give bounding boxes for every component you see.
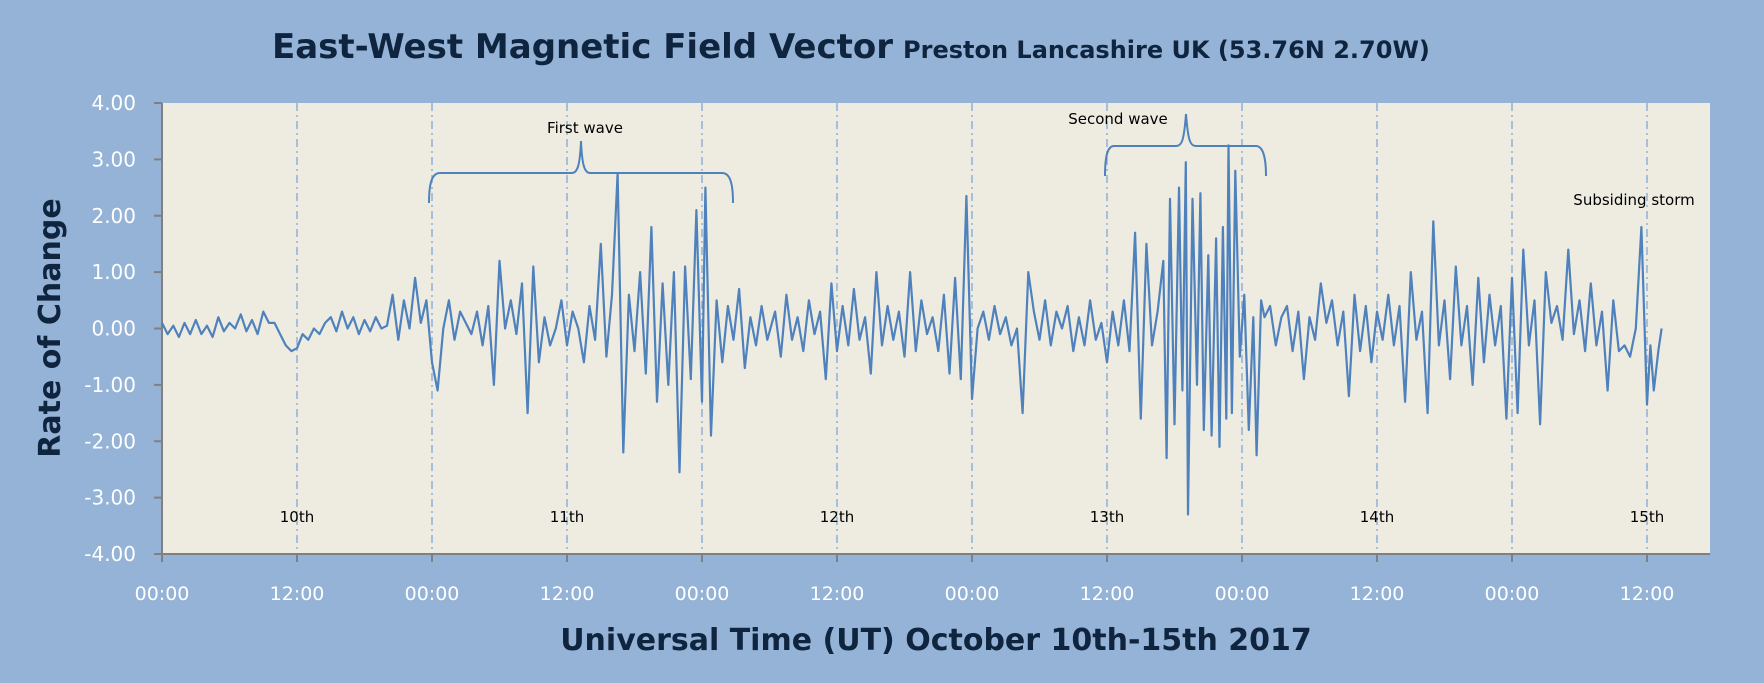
- y-tick-label: 4.00: [91, 91, 136, 115]
- y-tick-labels: 4.00 3.00 2.00 1.00 0.00 -1.00 -2.00 -3.00 -4.00: [84, 91, 136, 566]
- x-tick-label: 12:00: [540, 583, 595, 605]
- y-tick-label: 0.00: [91, 317, 136, 341]
- day-label: 13th: [1090, 508, 1124, 526]
- chart-title: East-West Magnetic Field Vector Preston L…: [272, 27, 1430, 67]
- first-wave-bracket: [428, 140, 734, 204]
- day-label: 14th: [1360, 508, 1394, 526]
- x-tick-label: 12:00: [1080, 583, 1135, 605]
- day-label: 10th: [280, 508, 314, 526]
- title-main: East-West Magnetic Field Vector: [272, 27, 893, 67]
- x-tick-label: 00:00: [1485, 583, 1540, 605]
- x-tick-label: 00:00: [405, 583, 460, 605]
- title-subtitle: Preston Lancashire UK (53.76N 2.70W): [903, 36, 1430, 64]
- x-tick-label: 12:00: [1350, 583, 1405, 605]
- annotation-second-wave: Second wave: [1068, 110, 1168, 128]
- x-tick-label: 12:00: [810, 583, 865, 605]
- day-labels: 10th 11th 12th 13th 14th 15th: [280, 508, 1664, 526]
- x-tick-label: 12:00: [270, 583, 325, 605]
- x-tick-label: 00:00: [1215, 583, 1270, 605]
- y-tick-label: -3.00: [84, 486, 136, 510]
- x-tick-label: 00:00: [675, 583, 730, 605]
- y-tick-label: -1.00: [84, 373, 136, 397]
- day-label: 12th: [820, 508, 854, 526]
- x-tick-label: 12:00: [1620, 583, 1675, 605]
- x-tick-label: 00:00: [135, 583, 190, 605]
- y-axis-title: Rate of Change: [33, 198, 68, 457]
- y-tick-label: -4.00: [84, 542, 136, 566]
- annotation-first-wave: First wave: [547, 119, 623, 137]
- x-axis-title: Universal Time (UT) October 10th-15th 20…: [560, 623, 1312, 658]
- y-tick-label: -2.00: [84, 429, 136, 453]
- y-tick-label: 3.00: [91, 147, 136, 171]
- series-line: [161, 144, 1663, 516]
- x-tick-label: 00:00: [945, 583, 1000, 605]
- second-wave-bracket: [1104, 113, 1267, 177]
- day-label: 15th: [1630, 508, 1664, 526]
- plot-area: [162, 103, 1710, 554]
- y-tick-label: 2.00: [91, 204, 136, 228]
- y-tick-label: 1.00: [91, 260, 136, 284]
- day-label: 11th: [550, 508, 584, 526]
- x-tick-labels: 00:00 12:00 00:00 12:00 00:00 12:00 00:00 12:00…: [135, 583, 1675, 605]
- annotation-subsiding-storm: Subsiding storm: [1573, 191, 1694, 209]
- axes: [154, 102, 1710, 562]
